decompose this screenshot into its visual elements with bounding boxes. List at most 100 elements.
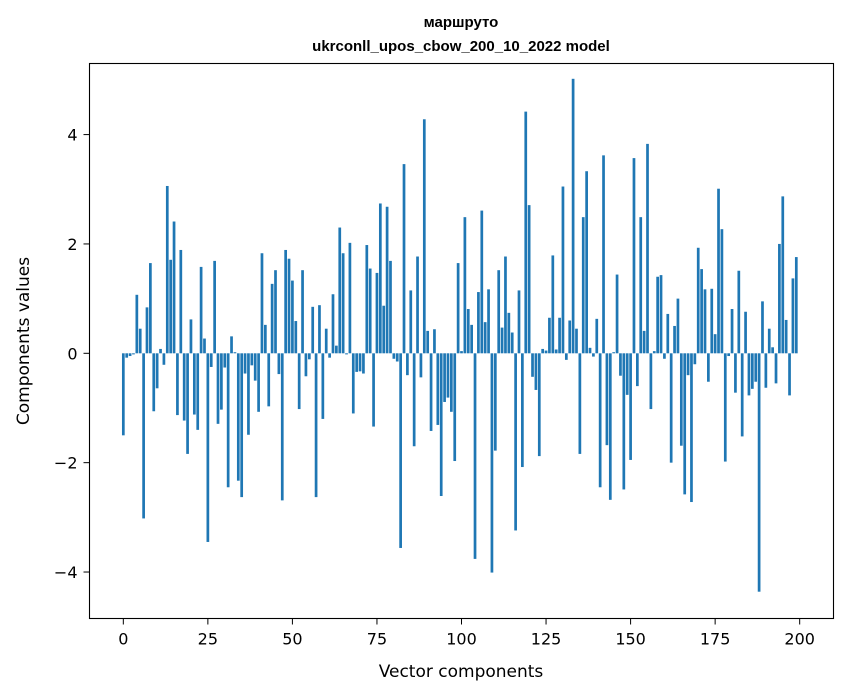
bar (277, 353, 281, 375)
bar (595, 318, 599, 354)
bar (186, 353, 189, 454)
y-tick-label: 2 (67, 235, 77, 254)
bar (737, 270, 741, 354)
chart-subtitle: ukrconll_upos_cbow_200_10_2022 model (312, 38, 610, 55)
bar (206, 353, 210, 542)
bar (781, 196, 785, 354)
bar (345, 353, 348, 355)
bar (446, 353, 450, 398)
x-tick-label: 25 (198, 630, 218, 649)
bar (636, 353, 639, 387)
bar (734, 353, 737, 393)
bar (280, 353, 284, 501)
bar (456, 263, 460, 354)
bar (466, 309, 470, 354)
bar (615, 274, 619, 354)
bar (666, 313, 670, 354)
bar (368, 268, 372, 354)
bar (287, 258, 291, 354)
bar (372, 353, 375, 427)
x-axis-label: Vector components (379, 662, 544, 682)
bar (196, 353, 200, 430)
bar (311, 306, 315, 354)
bar (351, 353, 355, 414)
x-tick-label: 100 (446, 630, 477, 649)
bar (514, 353, 517, 531)
bar (669, 353, 673, 463)
bar (216, 353, 220, 424)
x-tick-label: 125 (531, 630, 562, 649)
bar (794, 257, 798, 354)
bars-group (121, 78, 798, 592)
bar (429, 353, 433, 431)
x-tick-label: 50 (282, 630, 302, 649)
bar (605, 353, 609, 446)
bar (663, 353, 666, 359)
bar (659, 275, 663, 354)
bar (443, 353, 446, 402)
bar (439, 353, 443, 497)
bar (179, 249, 183, 354)
bar (159, 348, 162, 354)
bar (598, 353, 602, 488)
bar (554, 349, 558, 354)
bar (683, 353, 687, 495)
bar (291, 280, 294, 354)
bar (389, 260, 392, 354)
bar (527, 205, 531, 354)
bar (504, 256, 507, 354)
bar (236, 353, 240, 481)
bar (703, 289, 707, 354)
bar (602, 155, 605, 354)
bar (578, 353, 582, 454)
bar (693, 353, 697, 365)
x-tick-label: 0 (118, 630, 128, 649)
bar (138, 328, 142, 354)
bar (639, 217, 643, 354)
bar (581, 217, 585, 354)
bar (548, 317, 551, 354)
bar (588, 347, 592, 354)
bar (690, 353, 693, 503)
bar (304, 353, 308, 377)
bar (558, 317, 561, 354)
bar (507, 312, 511, 354)
bar (629, 353, 632, 460)
bar (406, 353, 409, 376)
bar (135, 294, 139, 354)
bar (341, 253, 345, 354)
bar (213, 260, 216, 354)
bar (619, 353, 622, 376)
bar (267, 353, 271, 407)
bar (149, 263, 152, 354)
bar (791, 278, 795, 354)
bar (490, 353, 494, 573)
bar (382, 305, 386, 354)
bar (592, 353, 595, 357)
bar (622, 353, 626, 490)
bar (531, 353, 534, 377)
bar (625, 353, 629, 395)
bar (307, 353, 311, 360)
bar (771, 347, 774, 354)
bar (727, 353, 731, 357)
bar (720, 229, 724, 354)
y-axis-label: Components values (14, 257, 34, 425)
bar (534, 353, 538, 390)
bar (575, 328, 578, 354)
y-tick-label: −2 (54, 454, 78, 473)
bar (686, 353, 690, 376)
bar (426, 330, 430, 354)
bar (642, 330, 646, 354)
bar (362, 353, 365, 374)
bar (517, 290, 521, 354)
bar (416, 256, 419, 354)
bar (500, 327, 504, 354)
bar (318, 305, 321, 354)
bar (612, 352, 616, 354)
bar (744, 311, 747, 354)
bar (247, 353, 250, 435)
x-tick-label: 75 (367, 630, 387, 649)
bar (152, 353, 156, 412)
